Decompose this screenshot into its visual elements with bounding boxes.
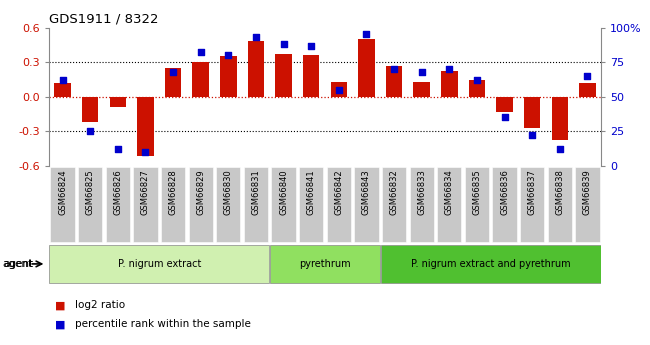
Text: GSM66829: GSM66829: [196, 169, 205, 215]
Bar: [82, 97, 99, 122]
Bar: [465, 167, 489, 243]
Bar: [575, 167, 599, 243]
Text: GSM66837: GSM66837: [528, 169, 537, 215]
Point: [306, 43, 317, 48]
Text: P. nigrum extract: P. nigrum extract: [118, 259, 201, 269]
Text: GSM66839: GSM66839: [583, 169, 592, 215]
Point: [417, 69, 427, 75]
Bar: [137, 97, 154, 156]
Bar: [303, 55, 319, 97]
Text: ■: ■: [55, 319, 66, 329]
Text: GSM66826: GSM66826: [113, 169, 122, 215]
Bar: [165, 68, 181, 97]
Bar: [276, 54, 292, 97]
Bar: [520, 167, 544, 243]
Bar: [244, 167, 268, 243]
Bar: [579, 83, 595, 97]
Point: [527, 132, 538, 138]
Point: [223, 52, 233, 58]
Bar: [354, 167, 378, 243]
Point: [168, 69, 178, 75]
Bar: [330, 82, 347, 97]
Point: [278, 41, 289, 47]
Text: P. nigrum extract and pyrethrum: P. nigrum extract and pyrethrum: [411, 259, 571, 269]
Bar: [78, 167, 102, 243]
Point: [251, 34, 261, 40]
Point: [85, 128, 96, 134]
Bar: [497, 97, 513, 111]
Point: [361, 32, 372, 37]
Bar: [524, 97, 541, 128]
Point: [196, 50, 206, 55]
Point: [57, 77, 68, 83]
Text: log2 ratio: log2 ratio: [75, 300, 125, 310]
Bar: [548, 167, 572, 243]
Bar: [188, 167, 213, 243]
Text: percentile rank within the sample: percentile rank within the sample: [75, 319, 251, 329]
Bar: [248, 41, 264, 97]
Bar: [133, 167, 157, 243]
Point: [333, 87, 344, 92]
Text: GSM66832: GSM66832: [389, 169, 398, 215]
Text: GDS1911 / 8322: GDS1911 / 8322: [49, 12, 158, 25]
Bar: [469, 80, 485, 97]
Text: GSM66824: GSM66824: [58, 169, 67, 215]
Text: GSM66830: GSM66830: [224, 169, 233, 215]
Point: [554, 146, 565, 152]
Bar: [381, 245, 601, 283]
Text: GSM66833: GSM66833: [417, 169, 426, 215]
Text: GSM66840: GSM66840: [279, 169, 288, 215]
Bar: [437, 167, 462, 243]
Bar: [272, 167, 296, 243]
Text: GSM66836: GSM66836: [500, 169, 509, 215]
Point: [112, 146, 123, 152]
Point: [582, 73, 593, 79]
Text: ■: ■: [55, 300, 66, 310]
Text: GSM66841: GSM66841: [307, 169, 316, 215]
Text: GSM66827: GSM66827: [141, 169, 150, 215]
Bar: [216, 167, 240, 243]
Bar: [49, 245, 269, 283]
Bar: [54, 83, 71, 97]
Bar: [441, 71, 458, 97]
Bar: [382, 167, 406, 243]
Point: [444, 66, 454, 72]
Bar: [109, 97, 126, 107]
Bar: [51, 167, 75, 243]
Text: GSM66843: GSM66843: [362, 169, 371, 215]
Bar: [358, 39, 374, 97]
Bar: [385, 66, 402, 97]
Bar: [299, 167, 323, 243]
Text: GSM66828: GSM66828: [168, 169, 177, 215]
Text: pyrethrum: pyrethrum: [299, 259, 351, 269]
Bar: [493, 167, 517, 243]
Text: GSM66838: GSM66838: [555, 169, 564, 215]
Bar: [410, 167, 434, 243]
Bar: [327, 167, 351, 243]
Bar: [220, 56, 237, 97]
Text: agent: agent: [3, 259, 33, 269]
Text: GSM66834: GSM66834: [445, 169, 454, 215]
Point: [389, 66, 399, 72]
Bar: [192, 62, 209, 97]
Point: [140, 149, 151, 155]
Text: GSM66825: GSM66825: [86, 169, 95, 215]
Bar: [161, 167, 185, 243]
Bar: [106, 167, 130, 243]
Bar: [270, 245, 380, 283]
Text: agent: agent: [3, 259, 32, 269]
Point: [499, 115, 510, 120]
Text: GSM66842: GSM66842: [334, 169, 343, 215]
Text: GSM66831: GSM66831: [252, 169, 261, 215]
Bar: [413, 82, 430, 97]
Bar: [551, 97, 568, 140]
Text: GSM66835: GSM66835: [473, 169, 482, 215]
Point: [472, 77, 482, 83]
